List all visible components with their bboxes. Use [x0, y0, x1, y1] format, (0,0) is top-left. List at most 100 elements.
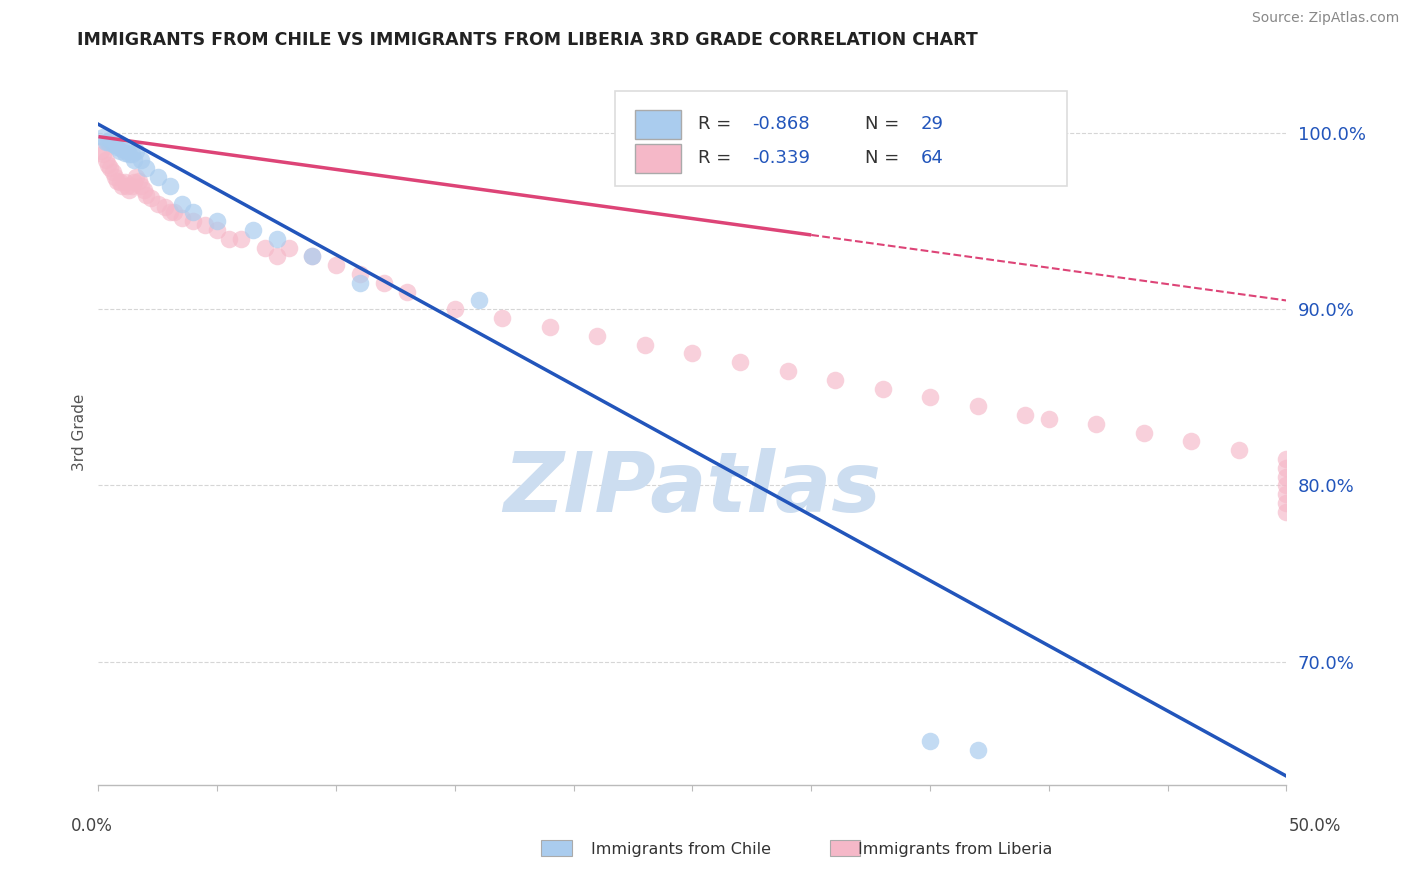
- Point: [118, 182, 141, 196]
- FancyBboxPatch shape: [636, 144, 681, 173]
- Point: [194, 218, 217, 232]
- Point: [266, 232, 288, 246]
- Point: [111, 179, 134, 194]
- Point: [444, 302, 467, 317]
- Point: [1275, 469, 1298, 483]
- Point: [91, 129, 114, 144]
- Bar: [830, 840, 860, 856]
- Text: N =: N =: [865, 115, 904, 133]
- Point: [121, 147, 143, 161]
- Point: [205, 214, 228, 228]
- Point: [920, 734, 942, 748]
- Point: [122, 176, 145, 190]
- Point: [118, 147, 141, 161]
- Point: [183, 205, 205, 219]
- Point: [728, 355, 751, 369]
- Point: [170, 211, 193, 225]
- Point: [301, 250, 323, 264]
- Point: [325, 258, 347, 272]
- Point: [966, 399, 988, 413]
- Text: ZIPatlas: ZIPatlas: [503, 449, 882, 530]
- Point: [94, 153, 117, 167]
- Point: [634, 337, 657, 351]
- Point: [101, 136, 124, 151]
- Text: N =: N =: [865, 149, 904, 167]
- Point: [108, 144, 131, 158]
- Point: [1038, 411, 1060, 425]
- Point: [125, 144, 148, 158]
- Point: [1133, 425, 1156, 440]
- Point: [139, 191, 162, 205]
- Point: [467, 293, 489, 308]
- Point: [229, 232, 252, 246]
- Point: [170, 196, 193, 211]
- Point: [266, 250, 288, 264]
- Point: [146, 196, 169, 211]
- Point: [301, 250, 323, 264]
- FancyBboxPatch shape: [636, 110, 681, 139]
- Point: [538, 320, 561, 334]
- Point: [824, 373, 846, 387]
- Text: 64: 64: [921, 149, 943, 167]
- Point: [966, 743, 988, 757]
- Point: [349, 267, 371, 281]
- Point: [1085, 417, 1108, 431]
- Point: [396, 285, 419, 299]
- Point: [114, 176, 136, 190]
- Text: -0.339: -0.339: [752, 149, 810, 167]
- Point: [153, 200, 176, 214]
- Point: [1180, 434, 1202, 449]
- Point: [104, 170, 127, 185]
- Point: [129, 179, 152, 194]
- Point: [1275, 461, 1298, 475]
- Point: [1275, 478, 1298, 492]
- Point: [146, 170, 169, 185]
- Point: [91, 147, 114, 161]
- Point: [107, 174, 129, 188]
- Point: [586, 328, 609, 343]
- Point: [205, 223, 228, 237]
- Point: [108, 176, 131, 190]
- Text: IMMIGRANTS FROM CHILE VS IMMIGRANTS FROM LIBERIA 3RD GRADE CORRELATION CHART: IMMIGRANTS FROM CHILE VS IMMIGRANTS FROM…: [77, 31, 979, 49]
- Point: [115, 144, 138, 158]
- Point: [872, 382, 894, 396]
- Point: [90, 144, 112, 158]
- Point: [132, 182, 155, 196]
- Point: [98, 133, 121, 147]
- Text: 29: 29: [921, 115, 943, 133]
- Point: [1275, 496, 1298, 510]
- Point: [135, 187, 157, 202]
- Point: [135, 161, 157, 176]
- Text: -0.868: -0.868: [752, 115, 810, 133]
- Point: [218, 232, 240, 246]
- Point: [1275, 505, 1298, 519]
- Point: [349, 276, 371, 290]
- Point: [1275, 452, 1298, 467]
- Text: 50.0%: 50.0%: [1288, 817, 1341, 835]
- Point: [183, 214, 205, 228]
- Point: [776, 364, 799, 378]
- Point: [277, 241, 299, 255]
- Point: [1275, 487, 1298, 501]
- Point: [121, 179, 143, 194]
- Point: [242, 223, 264, 237]
- Point: [163, 205, 186, 219]
- Point: [373, 276, 395, 290]
- Y-axis label: 3rd Grade: 3rd Grade: [72, 394, 87, 471]
- Point: [98, 161, 121, 176]
- Point: [125, 170, 148, 185]
- Point: [104, 138, 127, 153]
- Point: [253, 241, 276, 255]
- Text: Source: ZipAtlas.com: Source: ZipAtlas.com: [1251, 11, 1399, 25]
- Point: [114, 145, 136, 160]
- Point: [97, 135, 120, 149]
- Point: [129, 153, 152, 167]
- Point: [122, 153, 145, 167]
- Point: [111, 142, 134, 156]
- FancyBboxPatch shape: [616, 91, 1067, 186]
- Text: R =: R =: [699, 149, 737, 167]
- Point: [101, 165, 124, 179]
- Point: [115, 179, 138, 194]
- Point: [920, 391, 942, 405]
- Text: Immigrants from Chile: Immigrants from Chile: [591, 842, 770, 856]
